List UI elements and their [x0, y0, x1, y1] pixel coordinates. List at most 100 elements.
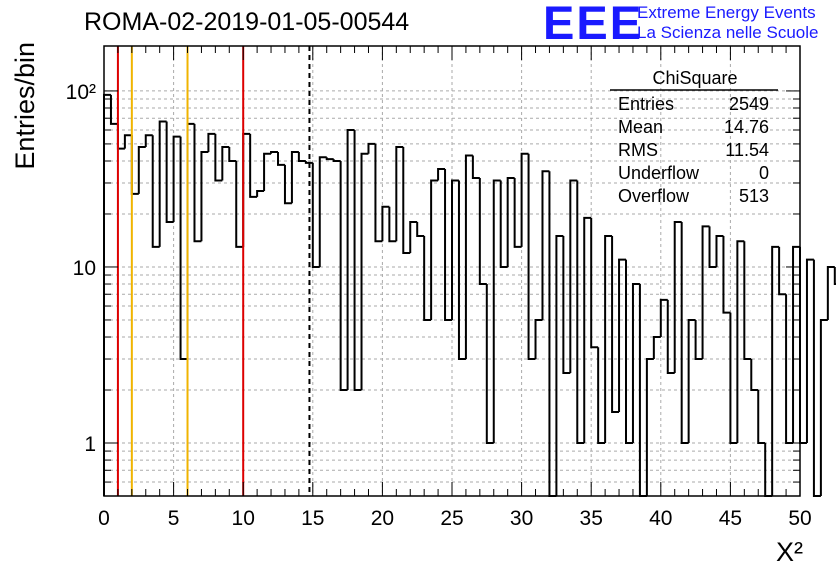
- histogram-bin: [534, 318, 543, 360]
- histogram-bin: [778, 246, 787, 296]
- histogram-bin: [645, 358, 654, 496]
- histogram-bin: [506, 177, 515, 267]
- histogram-bin: [499, 180, 508, 268]
- histogram-bin: [297, 151, 306, 162]
- logo-text-line-2: La Scienza nelle Scuole: [637, 23, 819, 42]
- x-tick-label: 45: [719, 507, 742, 530]
- histogram-bin: [402, 147, 411, 255]
- histogram-bin: [158, 120, 167, 247]
- plot-title: ROMA-02-2019-01-05-00544: [84, 8, 410, 36]
- x-tick-label: 25: [440, 507, 463, 530]
- stats-value: 14.76: [724, 117, 769, 137]
- histogram-bin: [757, 390, 766, 445]
- histogram-bin: [736, 240, 745, 444]
- histogram-bin: [151, 135, 160, 248]
- histogram-bin: [423, 235, 432, 321]
- histogram-bin: [687, 318, 696, 444]
- histogram-bin: [388, 206, 397, 243]
- histogram-bin: [256, 190, 265, 197]
- x-tick-label: 20: [371, 507, 394, 530]
- x-tick-label: 5: [168, 507, 180, 530]
- histogram-bin: [109, 94, 118, 125]
- histogram-bin: [228, 147, 237, 162]
- stats-value: 0: [759, 163, 769, 183]
- stats-label: Mean: [618, 117, 663, 137]
- histogram-bin: [311, 162, 320, 268]
- stats-value: 513: [739, 186, 769, 206]
- histogram-bin: [799, 246, 807, 445]
- histogram-bin: [562, 235, 571, 374]
- histogram-bin: [618, 258, 626, 413]
- histogram-bin: [214, 133, 223, 182]
- histogram-bin: [520, 152, 529, 247]
- histogram-bin: [673, 221, 682, 373]
- histogram-bin: [186, 122, 195, 360]
- histogram-bin: [715, 234, 724, 267]
- histogram-bin: [555, 234, 564, 496]
- eee-logo-mark: EEE: [543, 0, 644, 49]
- histogram-bin: [548, 171, 557, 497]
- stats-label: Overflow: [618, 186, 690, 206]
- histogram-bin: [625, 259, 633, 445]
- histogram-bin: [235, 160, 244, 248]
- stats-box: ChiSquare Entries 2549 Mean 14.76 RMS 11.54 Und…: [610, 68, 778, 206]
- histogram-bin: [541, 170, 550, 320]
- histogram-bin: [722, 235, 731, 314]
- histogram-bin: [437, 168, 446, 181]
- histogram-bin: [631, 283, 640, 444]
- histogram-bin: [242, 132, 251, 247]
- x-tick-label: 30: [510, 507, 533, 530]
- histogram-bin: [771, 245, 780, 496]
- x-tick-label: 0: [98, 507, 110, 530]
- histogram-bin: [457, 180, 466, 361]
- histogram-bin: [123, 134, 132, 149]
- histogram-bin: [666, 299, 675, 374]
- axis-labels: 0 5 10 15 20 25 30 35 40 45 50 1 10 10² X² Entries/bin: [10, 42, 812, 567]
- histogram-bin: [576, 180, 585, 445]
- histogram-bin: [513, 178, 522, 248]
- histogram-bin: [179, 136, 188, 361]
- histogram-bin: [471, 155, 480, 180]
- histogram-bin: [207, 132, 216, 152]
- histogram-bin: [165, 121, 174, 224]
- histogram-bin: [527, 153, 536, 361]
- histogram-bin: [290, 150, 299, 204]
- histogram-bin: [611, 235, 620, 414]
- histogram-bin: [277, 151, 285, 166]
- x-tick-label: 40: [649, 507, 672, 530]
- histogram-bin: [604, 234, 613, 444]
- histogram-bin: [137, 146, 146, 194]
- axes: [103, 45, 801, 497]
- histogram-bin: [430, 179, 439, 320]
- x-tick-label: 10: [232, 507, 255, 530]
- histogram-bin: [103, 93, 111, 496]
- histogram-bin: [395, 146, 404, 242]
- histogram-bin: [193, 123, 202, 243]
- histogram-bin: [701, 225, 710, 360]
- histogram-bin: [221, 146, 230, 181]
- histogram-bin: [249, 133, 258, 198]
- histogram-bin: [492, 179, 501, 444]
- eee-logo: EEE Extreme Energy Events La Scienza nel…: [543, 0, 833, 49]
- y-tick-label: 1: [84, 433, 96, 456]
- histogram-bin: [339, 160, 348, 392]
- histogram-bin: [144, 134, 153, 148]
- histogram-bin: [444, 169, 452, 321]
- x-axis-label: X²: [776, 537, 803, 567]
- histogram-bin: [833, 266, 836, 286]
- histogram-bin: [353, 129, 362, 392]
- x-tick-label: 35: [580, 507, 603, 530]
- stats-label: Underflow: [618, 163, 700, 183]
- histogram-bin: [332, 159, 341, 162]
- histogram-bin: [743, 241, 752, 361]
- histogram-bin: [172, 135, 181, 223]
- histogram-bin: [569, 179, 578, 373]
- histogram-bin: [826, 265, 835, 320]
- histogram-bin: [409, 221, 418, 254]
- histogram-bin: [680, 222, 689, 445]
- stats-title: ChiSquare: [652, 68, 737, 88]
- histogram-bin: [729, 312, 738, 445]
- histogram-bin: [325, 157, 334, 161]
- histogram-bin: [597, 347, 606, 445]
- histogram-bin: [464, 154, 473, 360]
